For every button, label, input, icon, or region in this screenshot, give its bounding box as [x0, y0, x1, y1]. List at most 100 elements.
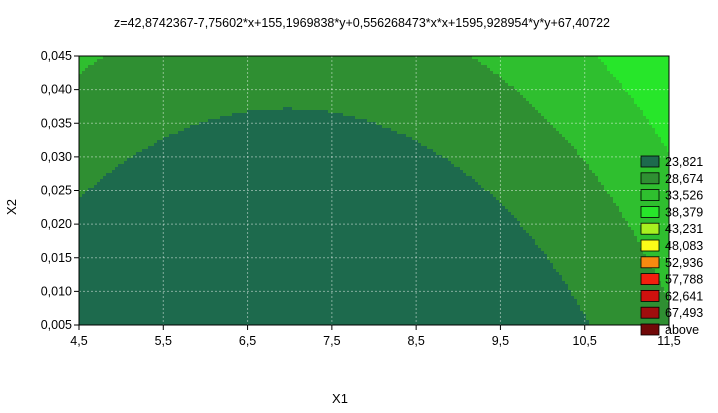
contour-cell: [100, 110, 104, 114]
contour-cell: [121, 152, 125, 156]
contour-cell: [121, 233, 125, 237]
contour-cell: [88, 230, 92, 234]
contour-cell: [106, 128, 110, 132]
contour-cell: [136, 290, 140, 294]
contour-cell: [106, 275, 110, 279]
contour-cell: [121, 239, 125, 243]
contour-cell: [79, 230, 83, 234]
contour-cell: [133, 242, 137, 246]
contour-cell: [82, 179, 86, 183]
contour-cell: [142, 191, 146, 195]
contour-cell: [82, 152, 86, 156]
contour-cell: [112, 194, 116, 198]
contour-cell: [130, 140, 134, 144]
contour-cell: [97, 89, 101, 93]
contour-cell: [106, 251, 110, 255]
contour-cell: [109, 311, 113, 315]
contour-cell: [79, 299, 83, 303]
contour-cell: [118, 68, 122, 72]
contour-cell: [136, 143, 140, 147]
contour-cell: [85, 83, 89, 87]
contour-cell: [118, 122, 122, 126]
contour-cell: [97, 191, 101, 195]
contour-cell: [121, 311, 125, 315]
contour-cell: [85, 203, 89, 207]
contour-cell: [106, 269, 110, 273]
contour-cell: [115, 98, 119, 102]
contour-cell: [136, 74, 140, 78]
contour-cell: [106, 62, 110, 66]
contour-cell: [82, 236, 86, 240]
contour-cell: [139, 98, 143, 102]
contour-cell: [142, 170, 146, 174]
contour-cell: [94, 71, 98, 75]
contour-cell: [109, 95, 113, 99]
contour-cell: [112, 278, 116, 282]
contour-cell: [94, 173, 98, 177]
contour-cell: [139, 170, 143, 174]
contour-cell: [112, 104, 116, 108]
contour-cell: [100, 254, 104, 258]
contour-cell: [121, 86, 125, 90]
contour-cell: [124, 107, 128, 111]
contour-cell: [118, 284, 122, 288]
contour-cell: [124, 218, 128, 222]
contour-cell: [109, 173, 113, 177]
contour-cell: [124, 200, 128, 204]
contour-cell: [103, 257, 107, 261]
contour-cell: [103, 107, 107, 111]
contour-cell: [106, 293, 110, 297]
contour-cell: [118, 143, 122, 147]
contour-cell: [79, 122, 83, 126]
contour-cell: [82, 305, 86, 309]
contour-cell: [103, 170, 107, 174]
contour-cell: [109, 62, 113, 66]
contour-cell: [79, 164, 83, 168]
contour-cell: [88, 314, 92, 318]
contour-cell: [112, 158, 116, 162]
contour-cell: [91, 320, 95, 324]
contour-cell: [118, 167, 122, 171]
contour-cell: [109, 68, 113, 72]
contour-cell: [121, 101, 125, 105]
contour-cell: [127, 86, 131, 90]
contour-cell: [130, 170, 134, 174]
contour-cell: [91, 221, 95, 225]
contour-cell: [88, 128, 92, 132]
contour-cell: [139, 86, 143, 90]
contour-cell: [103, 203, 107, 207]
contour-cell: [88, 71, 92, 75]
contour-cell: [85, 89, 89, 93]
contour-cell: [91, 170, 95, 174]
contour-cell: [106, 56, 110, 60]
contour-cell: [142, 176, 146, 180]
contour-cell: [103, 263, 107, 267]
contour-cell: [130, 188, 134, 192]
contour-cell: [121, 56, 125, 60]
contour-cell: [106, 230, 110, 234]
contour-cell: [124, 62, 128, 66]
contour-cell: [100, 77, 104, 81]
contour-cell: [124, 89, 128, 93]
contour-cell: [103, 209, 107, 213]
contour-cell: [130, 323, 134, 325]
contour-cell: [94, 314, 98, 318]
contour-cell: [112, 296, 116, 300]
contour-cell: [100, 185, 104, 189]
contour-cell: [79, 293, 83, 297]
contour-cell: [103, 56, 107, 60]
contour-cell: [127, 260, 131, 264]
contour-cell: [100, 170, 104, 174]
contour-cell: [118, 176, 122, 180]
contour-cell: [85, 161, 89, 165]
contour-cell: [133, 179, 137, 183]
contour-cell: [127, 134, 131, 138]
contour-cell: [85, 248, 89, 252]
contour-cell: [91, 230, 95, 234]
contour-cell: [127, 269, 131, 273]
contour-cell: [115, 86, 119, 90]
contour-cell: [85, 278, 89, 282]
contour-cell: [112, 314, 116, 318]
contour-cell: [124, 260, 128, 264]
contour-cell: [124, 137, 128, 141]
